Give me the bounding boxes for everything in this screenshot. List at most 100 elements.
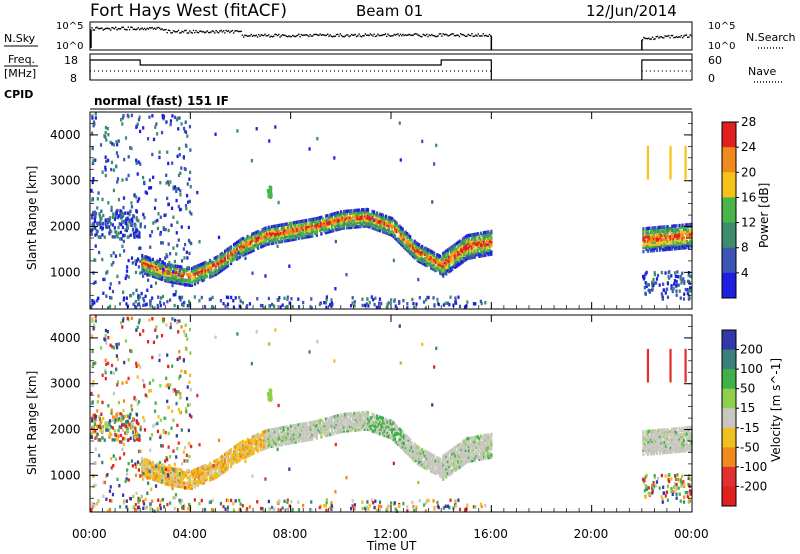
velocity-cell (413, 454, 416, 459)
power-cell (484, 247, 487, 251)
velocity-cell (470, 444, 473, 448)
power-cell (394, 224, 397, 228)
power-cell (415, 251, 418, 255)
power-cell (357, 214, 361, 219)
power-cell (196, 270, 200, 274)
power-cell (397, 239, 400, 243)
velocity-cell (336, 416, 340, 420)
power-cell (472, 249, 475, 253)
power-cell (646, 151, 650, 155)
velocity-cell (428, 460, 431, 464)
power-cell (416, 242, 419, 246)
velocity-cell (392, 427, 395, 432)
noise-point (674, 36, 676, 39)
power-cell (96, 206, 99, 210)
noise-point (398, 35, 400, 37)
power-cell (360, 218, 364, 222)
velocity-cell (177, 472, 180, 476)
power-cell (187, 283, 191, 287)
power-cell (472, 302, 476, 306)
power-cell (264, 228, 267, 232)
velocity-cell (153, 471, 156, 476)
power-cell (365, 213, 368, 218)
power-cell (201, 268, 204, 272)
power-cell (400, 228, 403, 232)
velocity-cell (269, 436, 272, 441)
power-cell (687, 235, 690, 239)
noise-point (167, 29, 170, 31)
velocity-cell (296, 435, 299, 440)
power-cell (112, 168, 116, 172)
power-cell (657, 225, 660, 230)
velocity-cell (427, 463, 430, 467)
noise-point (444, 33, 447, 36)
power-cell (348, 215, 352, 219)
power-cell (312, 217, 315, 221)
power-cell (181, 278, 185, 282)
velocity-cell (371, 429, 374, 433)
power-cell (110, 167, 113, 172)
power-cell (325, 305, 328, 310)
power-cell (436, 253, 439, 257)
power-cell (394, 219, 397, 224)
noise-point (669, 37, 671, 39)
power-cell (368, 218, 371, 223)
power-cell (143, 215, 146, 220)
noise-point (409, 34, 412, 36)
power-cell (267, 227, 270, 232)
velocity-cell (235, 443, 239, 448)
power-cell (213, 267, 216, 271)
velocity-cell (467, 440, 470, 445)
power-cell (223, 261, 227, 266)
velocity-cell (368, 419, 371, 424)
velocity-cell (335, 431, 338, 435)
velocity-cell (419, 459, 422, 463)
power-cell (93, 301, 96, 305)
power-cell (431, 267, 434, 271)
noise-point (161, 28, 163, 30)
velocity-cell (457, 453, 460, 458)
velocity-cell (169, 480, 172, 485)
power-cell (642, 239, 645, 243)
noise-point (478, 35, 481, 37)
power-cell (270, 225, 273, 229)
velocity-cell (163, 465, 166, 469)
power-cell (272, 241, 275, 245)
power-cell (398, 240, 401, 245)
power-cell (654, 238, 657, 242)
power-cell (436, 265, 439, 269)
power-cell (442, 274, 445, 278)
power-cell (276, 224, 279, 228)
power-cell (235, 257, 239, 261)
velocity-cell (171, 475, 174, 479)
velocity-cell (454, 466, 457, 470)
velocity-cell (392, 421, 395, 425)
velocity-cell (163, 467, 166, 471)
power-cell (663, 237, 666, 242)
power-cell (413, 243, 416, 248)
power-cell (300, 223, 303, 228)
power-cell (669, 173, 672, 177)
power-cell (138, 115, 141, 119)
power-cell (182, 270, 185, 275)
power-cell (251, 238, 254, 243)
power-cell (363, 212, 367, 216)
power-cell (172, 278, 175, 282)
velocity-cell (442, 460, 445, 465)
velocity-cell (208, 476, 212, 480)
velocity-cell (383, 425, 386, 429)
velocity-cell (395, 430, 398, 435)
power-cell (406, 232, 409, 236)
power-cell (248, 250, 251, 254)
velocity-cell (219, 455, 222, 460)
power-cell (360, 222, 364, 227)
power-cell (232, 249, 236, 253)
power-cell (419, 254, 422, 258)
power-cell (137, 219, 140, 223)
power-cell (415, 253, 418, 257)
power-cell (251, 271, 254, 275)
velocity-cell (431, 463, 434, 468)
power-cell (288, 232, 291, 236)
velocity-cell (202, 476, 206, 481)
velocity-cell (303, 436, 306, 440)
